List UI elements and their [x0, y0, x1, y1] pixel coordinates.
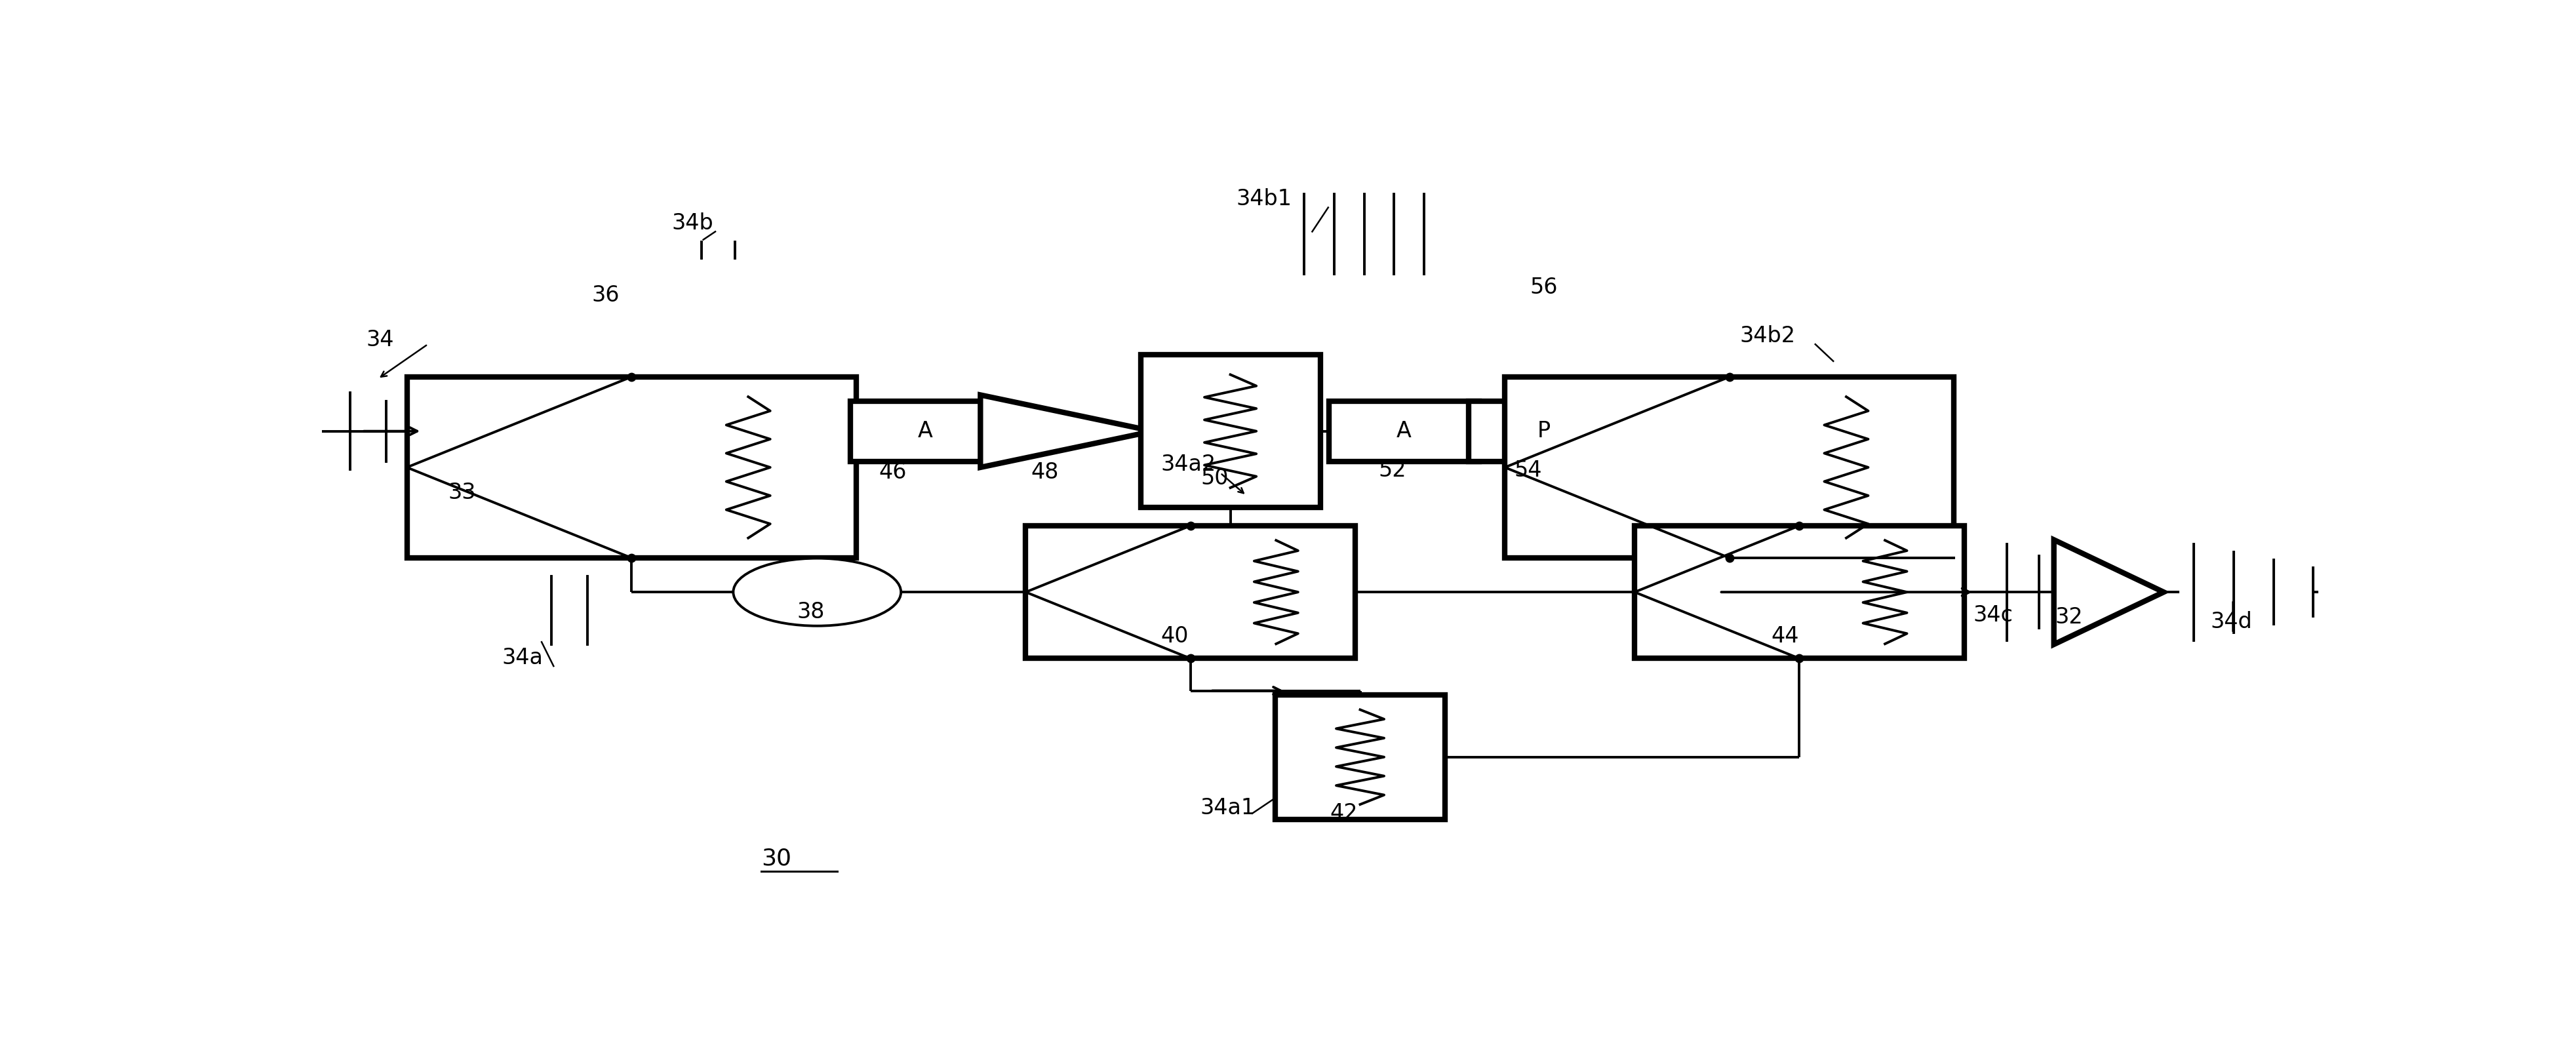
Bar [1468, 401, 1618, 461]
Text: P: P [1538, 420, 1551, 442]
Bar [1504, 377, 1955, 558]
Text: 52: 52 [1378, 460, 1406, 481]
Text: 30: 30 [762, 847, 791, 869]
Text: 44: 44 [1772, 625, 1798, 647]
Text: 34b1: 34b1 [1236, 188, 1293, 210]
Text: 40: 40 [1162, 625, 1188, 647]
Bar [1636, 526, 1963, 658]
Text: 48: 48 [1030, 462, 1059, 484]
Text: A: A [917, 420, 933, 442]
Polygon shape [2053, 540, 2164, 645]
Text: 34a2: 34a2 [1159, 454, 1216, 475]
Text: 34a1: 34a1 [1200, 797, 1255, 819]
Bar [1025, 526, 1355, 658]
Text: 50: 50 [1200, 467, 1229, 489]
Text: 34b: 34b [672, 212, 714, 234]
Text: 38: 38 [796, 601, 824, 623]
Text: 34c: 34c [1973, 604, 2012, 626]
Bar [1275, 695, 1445, 819]
Text: 56: 56 [1530, 277, 1558, 299]
Bar [850, 401, 999, 461]
Text: 33: 33 [448, 482, 477, 504]
Text: 54: 54 [1515, 460, 1543, 481]
Text: 36: 36 [592, 285, 618, 306]
Bar [1329, 401, 1479, 461]
Circle shape [734, 558, 902, 626]
Text: 34d: 34d [2210, 610, 2251, 632]
Text: 34a: 34a [502, 647, 544, 669]
Text: 32: 32 [2056, 607, 2084, 628]
Text: A: A [1396, 420, 1412, 442]
Bar [1141, 354, 1319, 508]
Text: 34b2: 34b2 [1739, 325, 1795, 347]
Text: 42: 42 [1329, 803, 1358, 823]
Text: 46: 46 [878, 462, 907, 484]
Text: 34: 34 [366, 329, 394, 351]
Polygon shape [981, 395, 1154, 467]
Bar [407, 377, 855, 558]
